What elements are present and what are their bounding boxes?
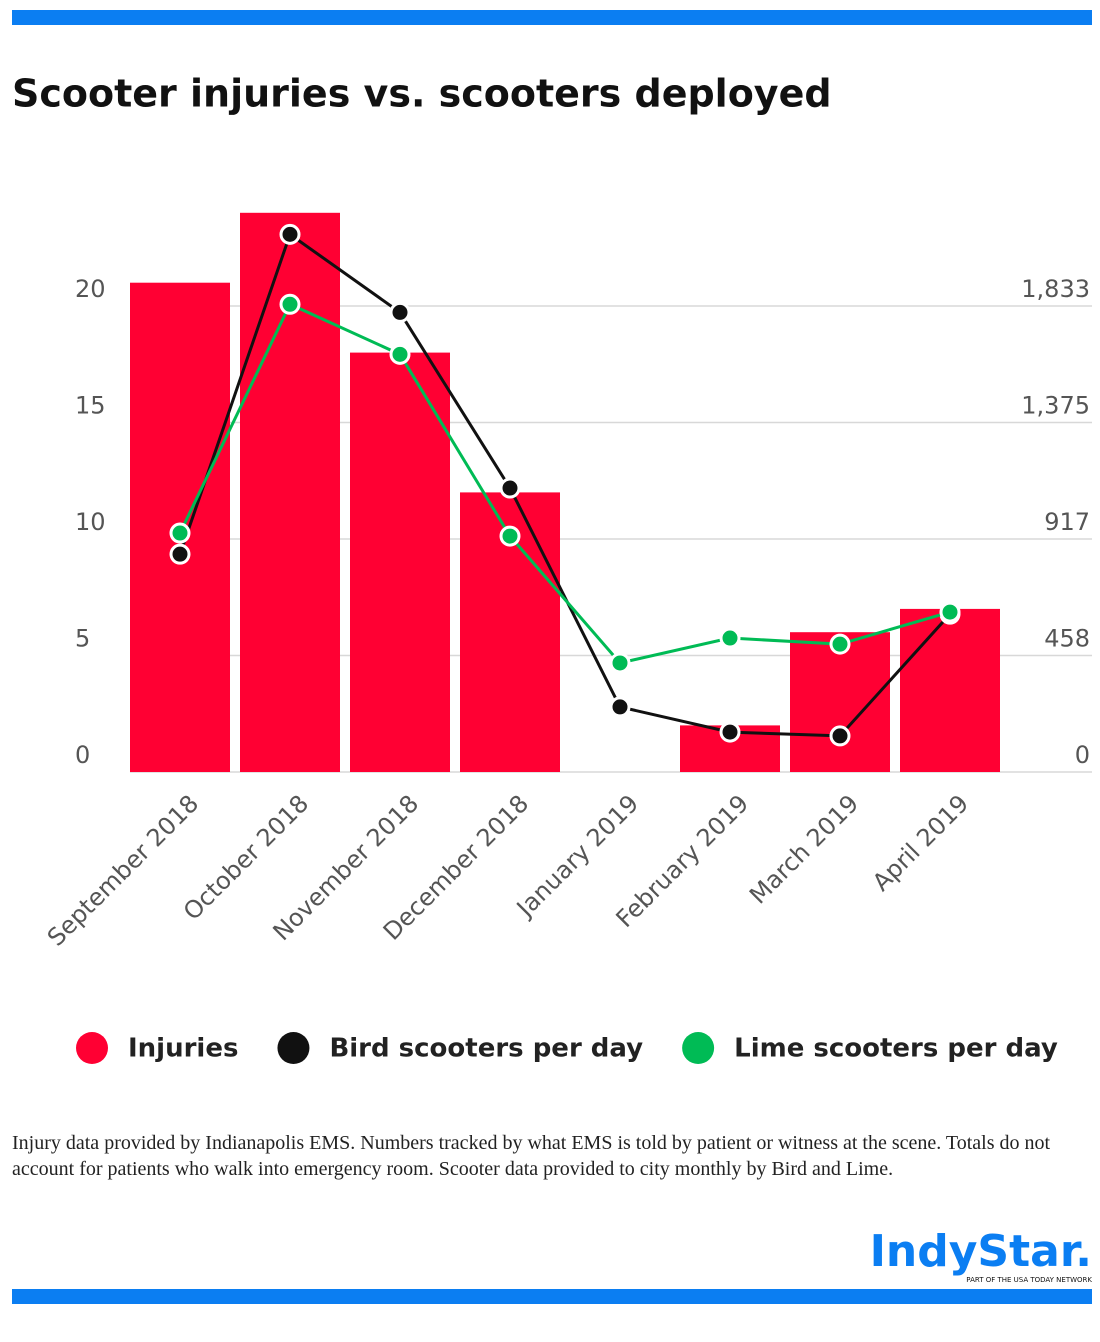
line-point bbox=[169, 543, 191, 565]
y-tick-label: 20 bbox=[75, 275, 106, 303]
line-point bbox=[499, 525, 521, 547]
y2-tick-label: 1,375 bbox=[1021, 391, 1090, 419]
line-point bbox=[169, 522, 191, 544]
line-point bbox=[389, 343, 411, 365]
brand-tagline: PART OF THE USA TODAY NETWORK bbox=[966, 1276, 1092, 1284]
line-point bbox=[609, 652, 631, 674]
bar bbox=[790, 632, 890, 772]
y-tick-label: 15 bbox=[75, 392, 106, 420]
top-rule bbox=[12, 10, 1092, 25]
line-point bbox=[829, 633, 851, 655]
line-point bbox=[279, 293, 301, 315]
bar bbox=[900, 608, 1000, 772]
line-point bbox=[829, 725, 851, 747]
y2-tick-label: 1,833 bbox=[1021, 275, 1090, 303]
x-tick-label: April 2019 bbox=[867, 789, 974, 896]
line-point bbox=[719, 721, 741, 743]
x-tick-label: March 2019 bbox=[744, 789, 864, 909]
bar bbox=[350, 352, 450, 772]
line-point bbox=[279, 223, 301, 245]
legend-label: Injuries bbox=[128, 1034, 238, 1064]
y2-tick-label: 0 bbox=[1075, 741, 1090, 769]
y-tick-label: 0 bbox=[75, 741, 90, 769]
bottom-rule bbox=[12, 1289, 1092, 1304]
line bbox=[178, 302, 951, 665]
line-point bbox=[499, 477, 521, 499]
legend-swatch bbox=[76, 1032, 108, 1064]
line-point bbox=[939, 601, 961, 623]
y-tick-label: 5 bbox=[75, 625, 90, 653]
y2-tick-label: 917 bbox=[1044, 508, 1090, 536]
brand: IndyStar. bbox=[870, 1226, 1092, 1277]
line-point bbox=[719, 627, 741, 649]
legend-swatch bbox=[682, 1032, 715, 1064]
chart-title: Scooter injuries vs. scooters deployed bbox=[12, 72, 832, 116]
legend-label: Lime scooters per day bbox=[734, 1034, 1058, 1064]
x-tick-label: September 2018 bbox=[42, 789, 204, 951]
line-point bbox=[609, 696, 631, 718]
y-tick-label: 10 bbox=[75, 508, 106, 536]
line-point bbox=[389, 301, 411, 323]
y2-tick-label: 458 bbox=[1044, 625, 1090, 653]
footnote: Injury data provided by Indianapolis EMS… bbox=[12, 1132, 1051, 1180]
legend-label: Bird scooters per day bbox=[329, 1034, 643, 1064]
legend-swatch bbox=[277, 1032, 310, 1064]
